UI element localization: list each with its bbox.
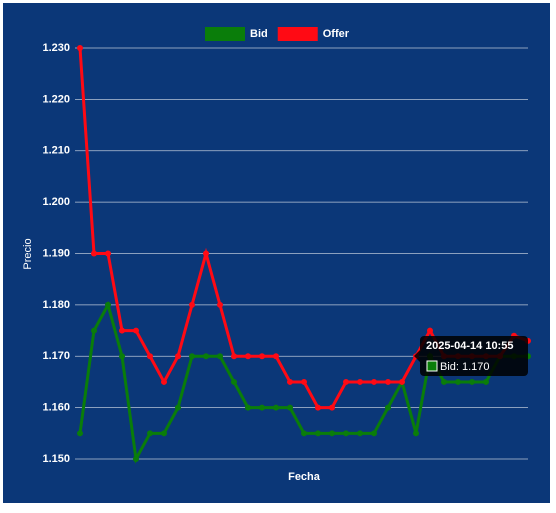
data-point xyxy=(329,404,335,411)
data-point xyxy=(343,378,349,385)
data-point xyxy=(231,353,237,360)
y-tick-label: 1.150 xyxy=(42,453,70,465)
data-point xyxy=(273,404,279,411)
data-point xyxy=(287,404,293,411)
data-point xyxy=(399,378,405,385)
data-point xyxy=(175,353,181,360)
data-point xyxy=(189,353,195,360)
data-point xyxy=(329,430,335,437)
y-tick-label: 1.170 xyxy=(42,350,70,362)
data-point xyxy=(203,353,209,360)
legend-swatch xyxy=(205,27,245,41)
data-point xyxy=(315,404,321,411)
data-point xyxy=(301,378,307,385)
data-point xyxy=(343,430,349,437)
data-point xyxy=(91,327,97,334)
data-point xyxy=(133,456,139,462)
y-tick-label: 1.160 xyxy=(42,402,70,414)
data-point xyxy=(371,430,377,437)
tooltip: 2025-04-14 10:55 Bid: 1.170 xyxy=(414,336,528,376)
data-point xyxy=(91,250,97,257)
data-point xyxy=(413,430,419,437)
y-tick-label: 1.200 xyxy=(42,196,70,208)
data-point xyxy=(469,378,475,385)
y-axis-title: Precio xyxy=(22,238,34,269)
tooltip-swatch xyxy=(426,360,438,372)
data-point xyxy=(77,45,83,51)
data-point xyxy=(217,301,223,308)
data-point xyxy=(105,301,111,308)
data-point xyxy=(371,378,377,385)
y-tick-label: 1.190 xyxy=(42,247,70,259)
data-point xyxy=(161,378,167,385)
x-axis-title: Fecha xyxy=(288,471,321,483)
data-point xyxy=(357,430,363,437)
data-point xyxy=(161,430,167,437)
tooltip-label: Bid: 1.170 xyxy=(440,361,490,373)
data-point xyxy=(175,404,181,411)
data-point xyxy=(217,353,223,360)
y-tick-label: 1.230 xyxy=(42,42,70,54)
data-point xyxy=(147,353,153,360)
chart-background xyxy=(3,3,550,503)
data-point xyxy=(287,378,293,385)
data-point xyxy=(77,430,83,437)
legend-label: Bid xyxy=(250,28,268,40)
data-point xyxy=(105,250,111,257)
y-tick-label: 1.220 xyxy=(42,93,70,105)
data-point xyxy=(483,378,489,385)
data-point xyxy=(245,404,251,411)
y-tick-label: 1.210 xyxy=(42,145,70,157)
data-point xyxy=(273,353,279,360)
data-point xyxy=(119,353,125,360)
data-point xyxy=(259,404,265,411)
data-point xyxy=(385,404,391,411)
tooltip-box xyxy=(414,336,528,376)
data-point xyxy=(245,353,251,360)
data-point xyxy=(133,327,139,334)
data-point xyxy=(259,353,265,360)
data-point xyxy=(455,378,461,385)
legend-swatch xyxy=(277,27,318,41)
data-point xyxy=(203,250,209,257)
data-point xyxy=(357,378,363,385)
data-point xyxy=(315,430,321,437)
legend-label: Offer xyxy=(323,28,350,40)
y-tick-label: 1.180 xyxy=(42,299,70,311)
data-point xyxy=(385,378,391,385)
data-point xyxy=(301,430,307,437)
data-point xyxy=(147,430,153,437)
data-point xyxy=(119,327,125,334)
data-point xyxy=(441,378,447,385)
tooltip-title: 2025-04-14 10:55 xyxy=(426,340,513,352)
data-point xyxy=(427,327,433,334)
data-point xyxy=(189,301,195,308)
data-point xyxy=(231,378,237,385)
